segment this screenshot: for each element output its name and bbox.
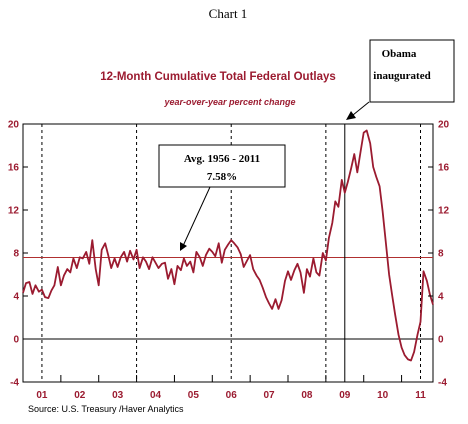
- y-tick-label-left: 0: [13, 335, 19, 346]
- average-annotation: Avg. 1956 - 2011 7.58%: [158, 144, 286, 251]
- y-tick-label-right: 0: [438, 335, 444, 346]
- x-tick-label: 07: [264, 390, 276, 401]
- y-tick-label-right: 4: [438, 292, 444, 303]
- chart-title: 12-Month Cumulative Total Federal Outlay…: [100, 71, 336, 83]
- x-tick-labels: 01 02 03 04 05 06 07 08 09 10 11: [36, 390, 426, 401]
- y-tick-label-left: -4: [10, 378, 19, 389]
- y-tick-label-left: 12: [8, 206, 20, 217]
- y-tick-label-right: 12: [438, 206, 450, 217]
- x-tick-label: 02: [74, 390, 86, 401]
- average-annotation-arrowhead: [180, 242, 187, 251]
- average-annotation-line2: 7.58%: [207, 171, 237, 183]
- event-annotation-line1: Obama: [382, 48, 417, 60]
- x-tick-label: 05: [188, 390, 200, 401]
- average-annotation-arrow: [182, 186, 211, 247]
- x-tick-label: 11: [415, 390, 426, 401]
- chart-source: Source: U.S. Treasury /Haver Analytics: [28, 404, 184, 414]
- chart-header-label: Chart 1: [209, 6, 248, 21]
- event-annotation-box: [369, 39, 455, 103]
- y-tick-label-left: 4: [13, 292, 19, 303]
- year-ticks: [60, 375, 403, 382]
- event-annotation: Obama inaugurated: [346, 39, 455, 120]
- y-tick-label-left: 16: [8, 163, 20, 174]
- chart-subtitle: year-over-year percent change: [163, 97, 295, 107]
- x-tick-label: 09: [339, 390, 351, 401]
- event-annotation-arrow: [352, 101, 370, 116]
- y-tick-label-right: -4: [438, 378, 447, 389]
- x-tick-label: 01: [36, 390, 48, 401]
- event-annotation-arrowhead: [346, 111, 356, 120]
- y-tick-label-right: 8: [438, 249, 444, 260]
- event-annotation-line2: inaugurated: [373, 70, 430, 82]
- y-tick-labels: -4 -4 0 0 4 4 8 8 12 12 16 16 20 20: [8, 120, 450, 389]
- x-tick-label: 06: [226, 390, 238, 401]
- y-tick-label-right: 20: [438, 120, 450, 131]
- y-tick-label-right: 16: [438, 163, 450, 174]
- x-tick-label: 08: [301, 390, 313, 401]
- average-annotation-line1: Avg. 1956 - 2011: [184, 153, 260, 165]
- y-tick-label-left: 20: [8, 120, 20, 131]
- y-tick-label-left: 8: [13, 249, 19, 260]
- series-layer: [22, 129, 434, 362]
- x-tick-label: 04: [150, 390, 162, 401]
- average-annotation-box: [158, 144, 286, 188]
- reference-lines: [23, 124, 433, 382]
- x-tick-label: 03: [112, 390, 124, 401]
- series-line: [22, 129, 434, 362]
- x-tick-label: 10: [377, 390, 389, 401]
